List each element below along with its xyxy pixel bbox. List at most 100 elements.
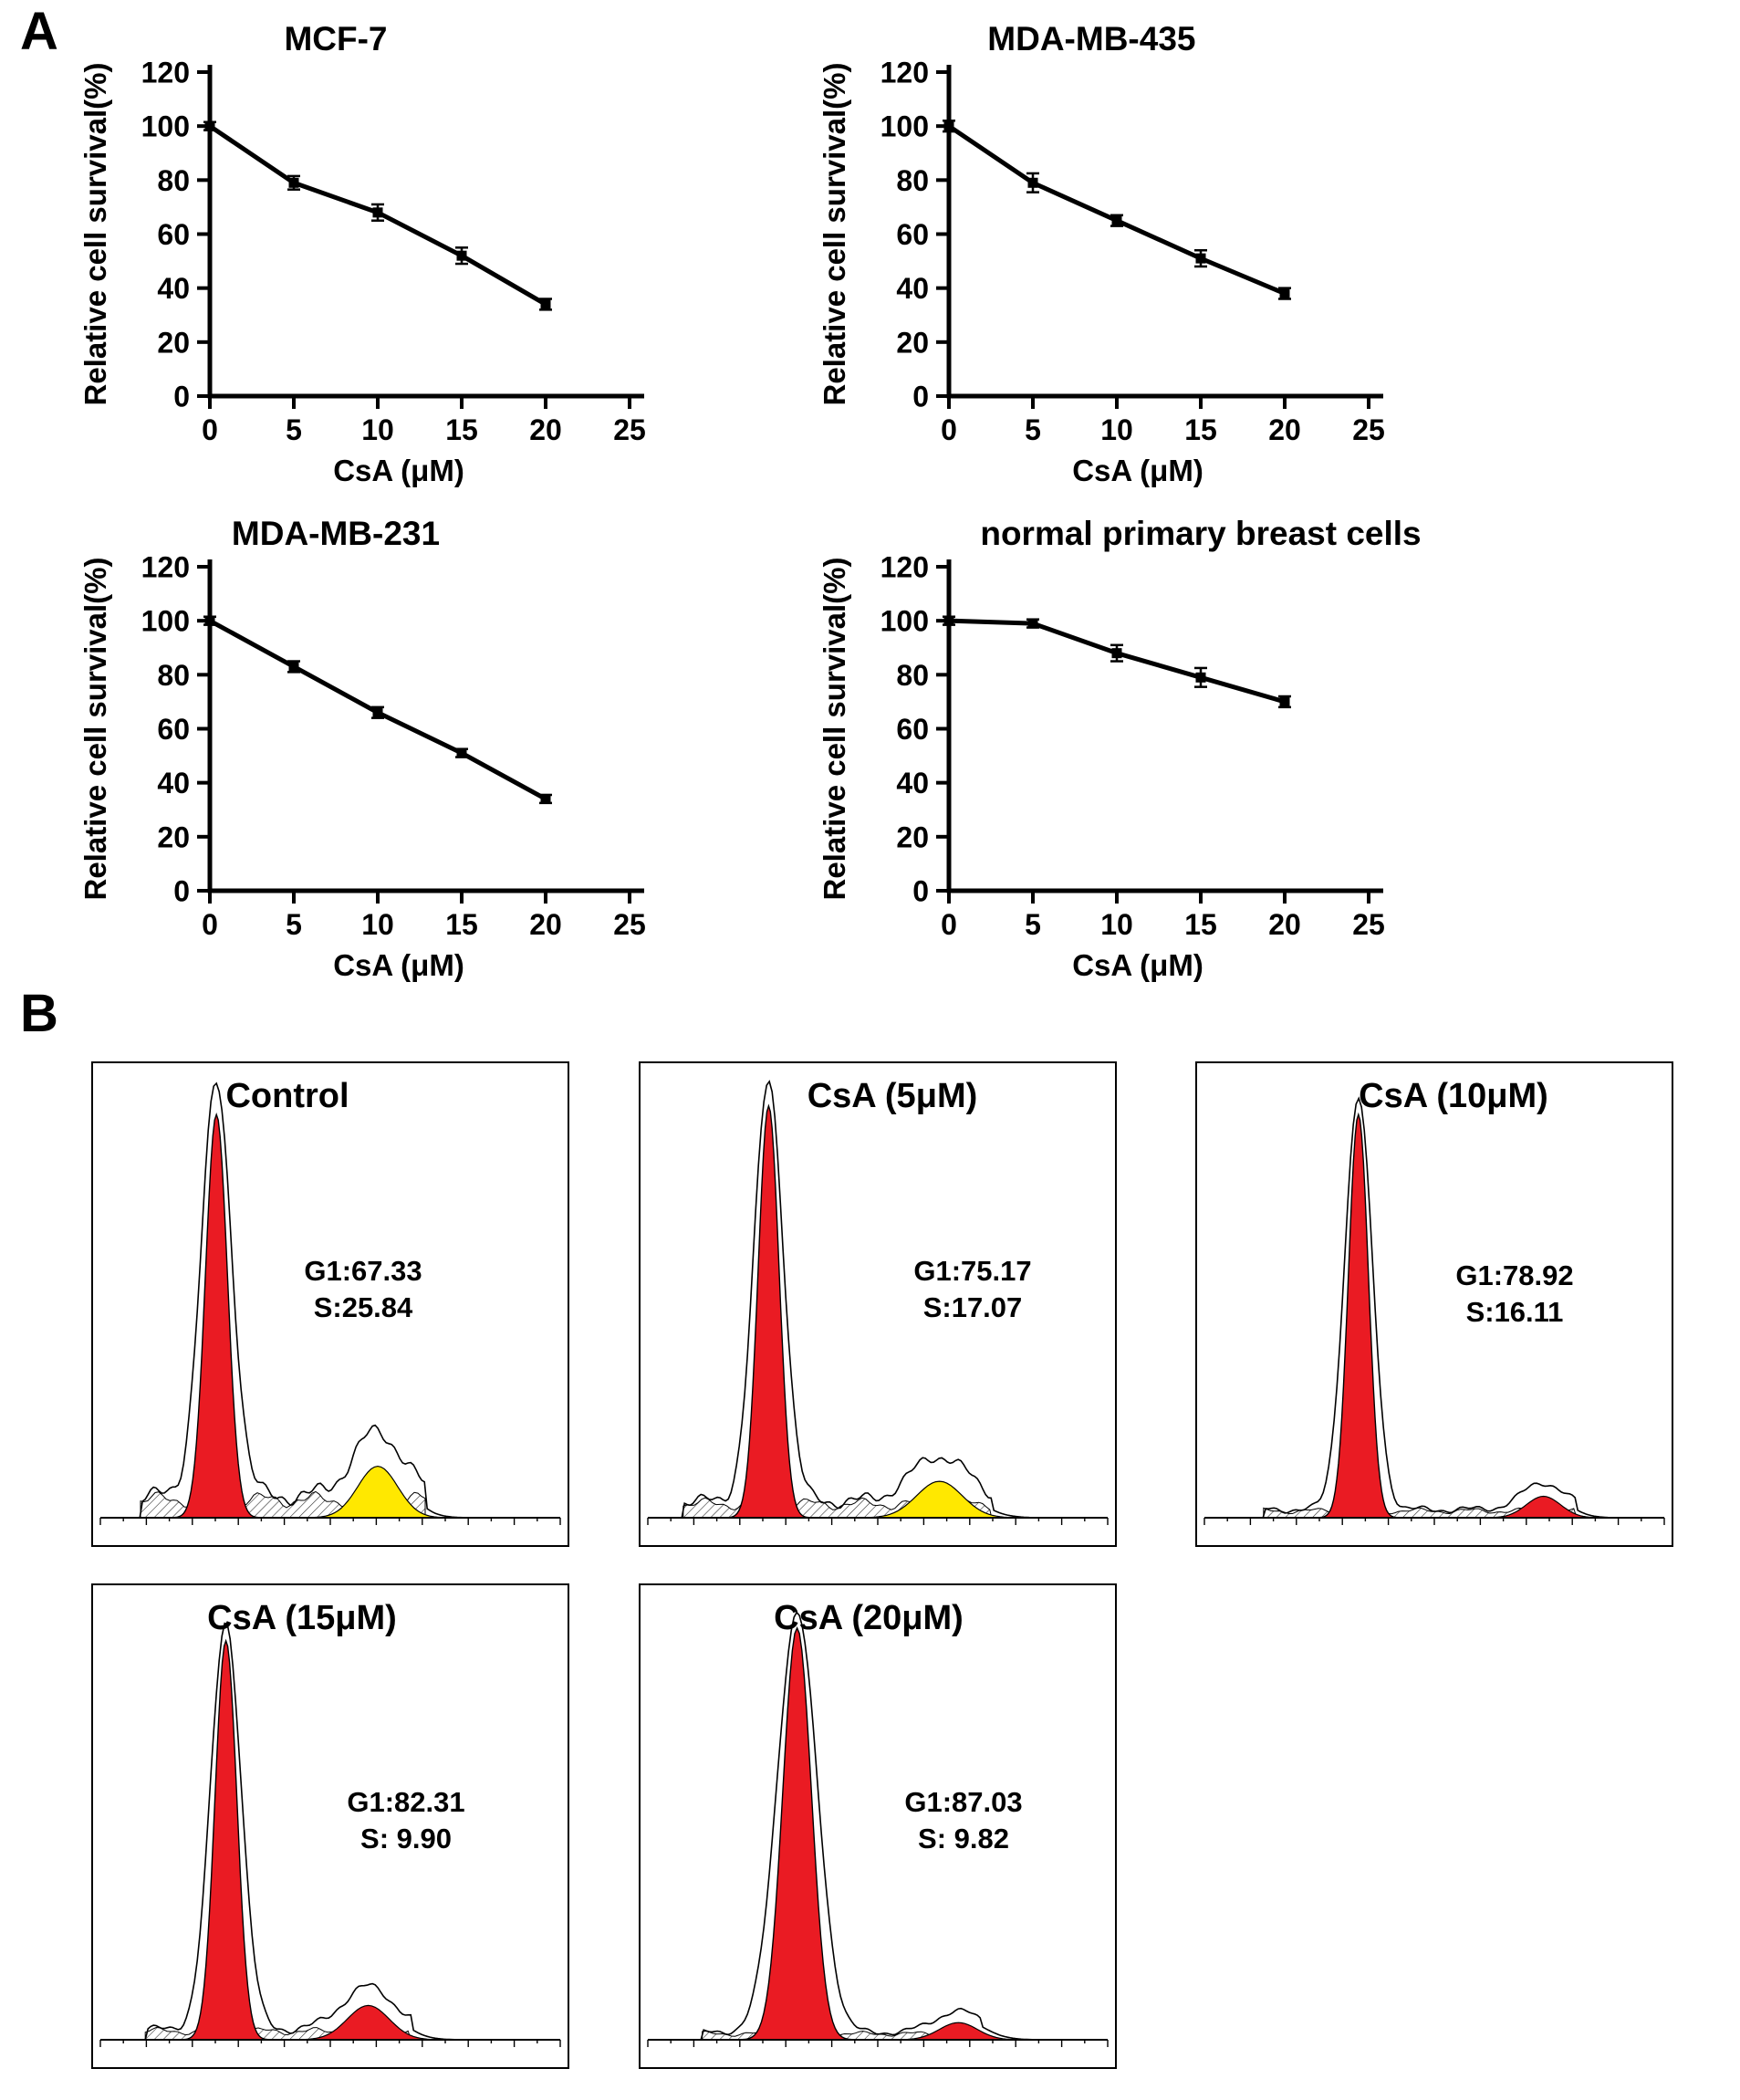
svg-text:80: 80 — [157, 659, 190, 692]
svg-text:S: 9.82: S: 9.82 — [918, 1823, 1009, 1854]
svg-text:25: 25 — [613, 908, 646, 941]
svg-text:10: 10 — [1100, 908, 1133, 941]
svg-text:25: 25 — [1352, 908, 1385, 941]
survival-chart-mda-mb-435: 0 20 40 60 80 100 120 0 5 10 15 20 25 MDA-MB-435 CsA (… — [803, 13, 1423, 487]
svg-text:100: 100 — [141, 605, 190, 638]
svg-text:0: 0 — [202, 413, 218, 446]
flow-histogram-control: Control G1:67.33 S:25.84 — [91, 1061, 569, 1547]
svg-text:Relative cell survival(%): Relative cell survival(%) — [818, 62, 851, 405]
svg-text:120: 120 — [141, 551, 190, 584]
svg-text:0: 0 — [912, 381, 929, 413]
flow-histogram-svg: CsA (10μM) G1:78.92 S:16.11 — [1203, 1077, 1665, 1525]
survival-chart-svg: 0 20 40 60 80 100 120 0 5 10 15 20 25 MDA-MB-435 CsA (… — [818, 20, 1385, 487]
svg-text:CsA (μM): CsA (μM) — [1072, 454, 1203, 487]
svg-text:MDA-MB-231: MDA-MB-231 — [232, 515, 440, 552]
svg-text:G1:75.17: G1:75.17 — [913, 1255, 1031, 1287]
svg-text:CsA (μM): CsA (μM) — [333, 948, 464, 982]
svg-text:10: 10 — [361, 908, 394, 941]
svg-text:CsA (5μM): CsA (5μM) — [807, 1077, 978, 1115]
svg-text:Relative cell survival(%): Relative cell survival(%) — [78, 557, 112, 900]
svg-text:20: 20 — [1268, 413, 1301, 446]
svg-text:10: 10 — [1100, 413, 1133, 446]
svg-text:0: 0 — [173, 875, 190, 908]
flow-histogram-csa-10um: CsA (10μM) G1:78.92 S:16.11 — [1195, 1061, 1673, 1547]
flow-histogram-svg: CsA (5μM) G1:75.17 S:17.07 — [647, 1077, 1109, 1525]
flow-histogram-csa-5um: CsA (5μM) G1:75.17 S:17.07 — [639, 1061, 1117, 1547]
svg-text:0: 0 — [173, 381, 190, 413]
svg-text:60: 60 — [896, 218, 929, 251]
svg-text:40: 40 — [157, 767, 190, 799]
svg-text:15: 15 — [445, 908, 478, 941]
svg-text:5: 5 — [1025, 413, 1041, 446]
svg-text:10: 10 — [361, 413, 394, 446]
panel-a-label: A — [20, 2, 58, 61]
svg-text:normal primary breast cells: normal primary breast cells — [980, 515, 1421, 552]
svg-text:S:17.07: S:17.07 — [923, 1291, 1023, 1323]
survival-chart-mcf7: 0 20 40 60 80 100 120 0 5 10 15 20 25 MCF-7 CsA (μM) Re… — [64, 13, 684, 487]
survival-chart-mda-mb-231: 0 20 40 60 80 100 120 0 5 10 15 20 25 MDA-MB-231 CsA (… — [64, 507, 684, 982]
svg-text:G1:82.31: G1:82.31 — [347, 1786, 464, 1818]
svg-text:Relative cell survival(%): Relative cell survival(%) — [818, 557, 851, 900]
svg-text:15: 15 — [1184, 908, 1217, 941]
svg-text:40: 40 — [896, 272, 929, 305]
svg-text:CsA (15μM): CsA (15μM) — [207, 1599, 397, 1637]
svg-text:80: 80 — [896, 164, 929, 197]
flow-histogram-svg: CsA (15μM) G1:82.31 S: 9.90 — [99, 1599, 561, 2047]
svg-text:15: 15 — [1184, 413, 1217, 446]
svg-text:0: 0 — [941, 908, 957, 941]
svg-text:20: 20 — [1268, 908, 1301, 941]
svg-text:100: 100 — [880, 110, 929, 143]
svg-text:20: 20 — [529, 413, 562, 446]
svg-text:20: 20 — [157, 820, 190, 853]
svg-text:60: 60 — [157, 713, 190, 746]
svg-text:5: 5 — [286, 908, 302, 941]
survival-chart-svg: 0 20 40 60 80 100 120 0 5 10 15 20 25 MDA-MB-231 CsA (… — [78, 515, 646, 982]
svg-text:20: 20 — [529, 908, 562, 941]
panel-b-label: B — [20, 984, 58, 1043]
svg-text:60: 60 — [896, 713, 929, 746]
svg-text:40: 40 — [896, 767, 929, 799]
svg-text:G1:78.92: G1:78.92 — [1455, 1259, 1573, 1291]
svg-text:120: 120 — [880, 57, 929, 89]
svg-text:100: 100 — [141, 110, 190, 143]
flow-histogram-csa-15um: CsA (15μM) G1:82.31 S: 9.90 — [91, 1583, 569, 2069]
svg-text:Control: Control — [225, 1077, 349, 1115]
svg-text:20: 20 — [157, 326, 190, 359]
svg-text:80: 80 — [157, 164, 190, 197]
svg-text:CsA (10μM): CsA (10μM) — [1359, 1077, 1548, 1115]
flow-histogram-svg: CsA (20μM) G1:87.03 S: 9.82 — [647, 1599, 1109, 2047]
svg-text:0: 0 — [941, 413, 957, 446]
flow-histogram-csa-20um: CsA (20μM) G1:87.03 S: 9.82 — [639, 1583, 1117, 2069]
svg-text:60: 60 — [157, 218, 190, 251]
svg-text:0: 0 — [202, 908, 218, 941]
svg-text:120: 120 — [880, 551, 929, 584]
svg-text:25: 25 — [1352, 413, 1385, 446]
svg-text:20: 20 — [896, 326, 929, 359]
survival-chart-svg: 0 20 40 60 80 100 120 0 5 10 15 20 25 normal primary … — [818, 515, 1422, 982]
svg-text:G1:87.03: G1:87.03 — [904, 1786, 1022, 1818]
svg-text:20: 20 — [896, 820, 929, 853]
svg-text:0: 0 — [912, 875, 929, 908]
svg-text:15: 15 — [445, 413, 478, 446]
svg-text:CsA (μM): CsA (μM) — [1072, 948, 1203, 982]
svg-text:25: 25 — [613, 413, 646, 446]
svg-text:80: 80 — [896, 659, 929, 692]
survival-chart-normal-primary-breast-cells: 0 20 40 60 80 100 120 0 5 10 15 20 25 normal primary … — [803, 507, 1423, 982]
svg-text:S:25.84: S:25.84 — [314, 1291, 413, 1323]
svg-text:S:16.11: S:16.11 — [1466, 1296, 1564, 1328]
svg-text:G1:67.33: G1:67.33 — [304, 1255, 422, 1287]
svg-text:MCF-7: MCF-7 — [284, 20, 387, 57]
svg-text:100: 100 — [880, 605, 929, 638]
svg-text:MDA-MB-435: MDA-MB-435 — [987, 20, 1195, 57]
svg-text:CsA (20μM): CsA (20μM) — [774, 1599, 964, 1637]
flow-histogram-svg: Control G1:67.33 S:25.84 — [99, 1077, 561, 1525]
svg-text:5: 5 — [1025, 908, 1041, 941]
svg-text:40: 40 — [157, 272, 190, 305]
survival-chart-svg: 0 20 40 60 80 100 120 0 5 10 15 20 25 MCF-7 CsA (μM) Re… — [78, 20, 646, 487]
svg-text:120: 120 — [141, 57, 190, 89]
svg-text:CsA (μM): CsA (μM) — [333, 454, 464, 487]
svg-text:Relative cell survival(%): Relative cell survival(%) — [78, 62, 112, 405]
svg-text:5: 5 — [286, 413, 302, 446]
svg-text:S: 9.90: S: 9.90 — [360, 1823, 452, 1854]
